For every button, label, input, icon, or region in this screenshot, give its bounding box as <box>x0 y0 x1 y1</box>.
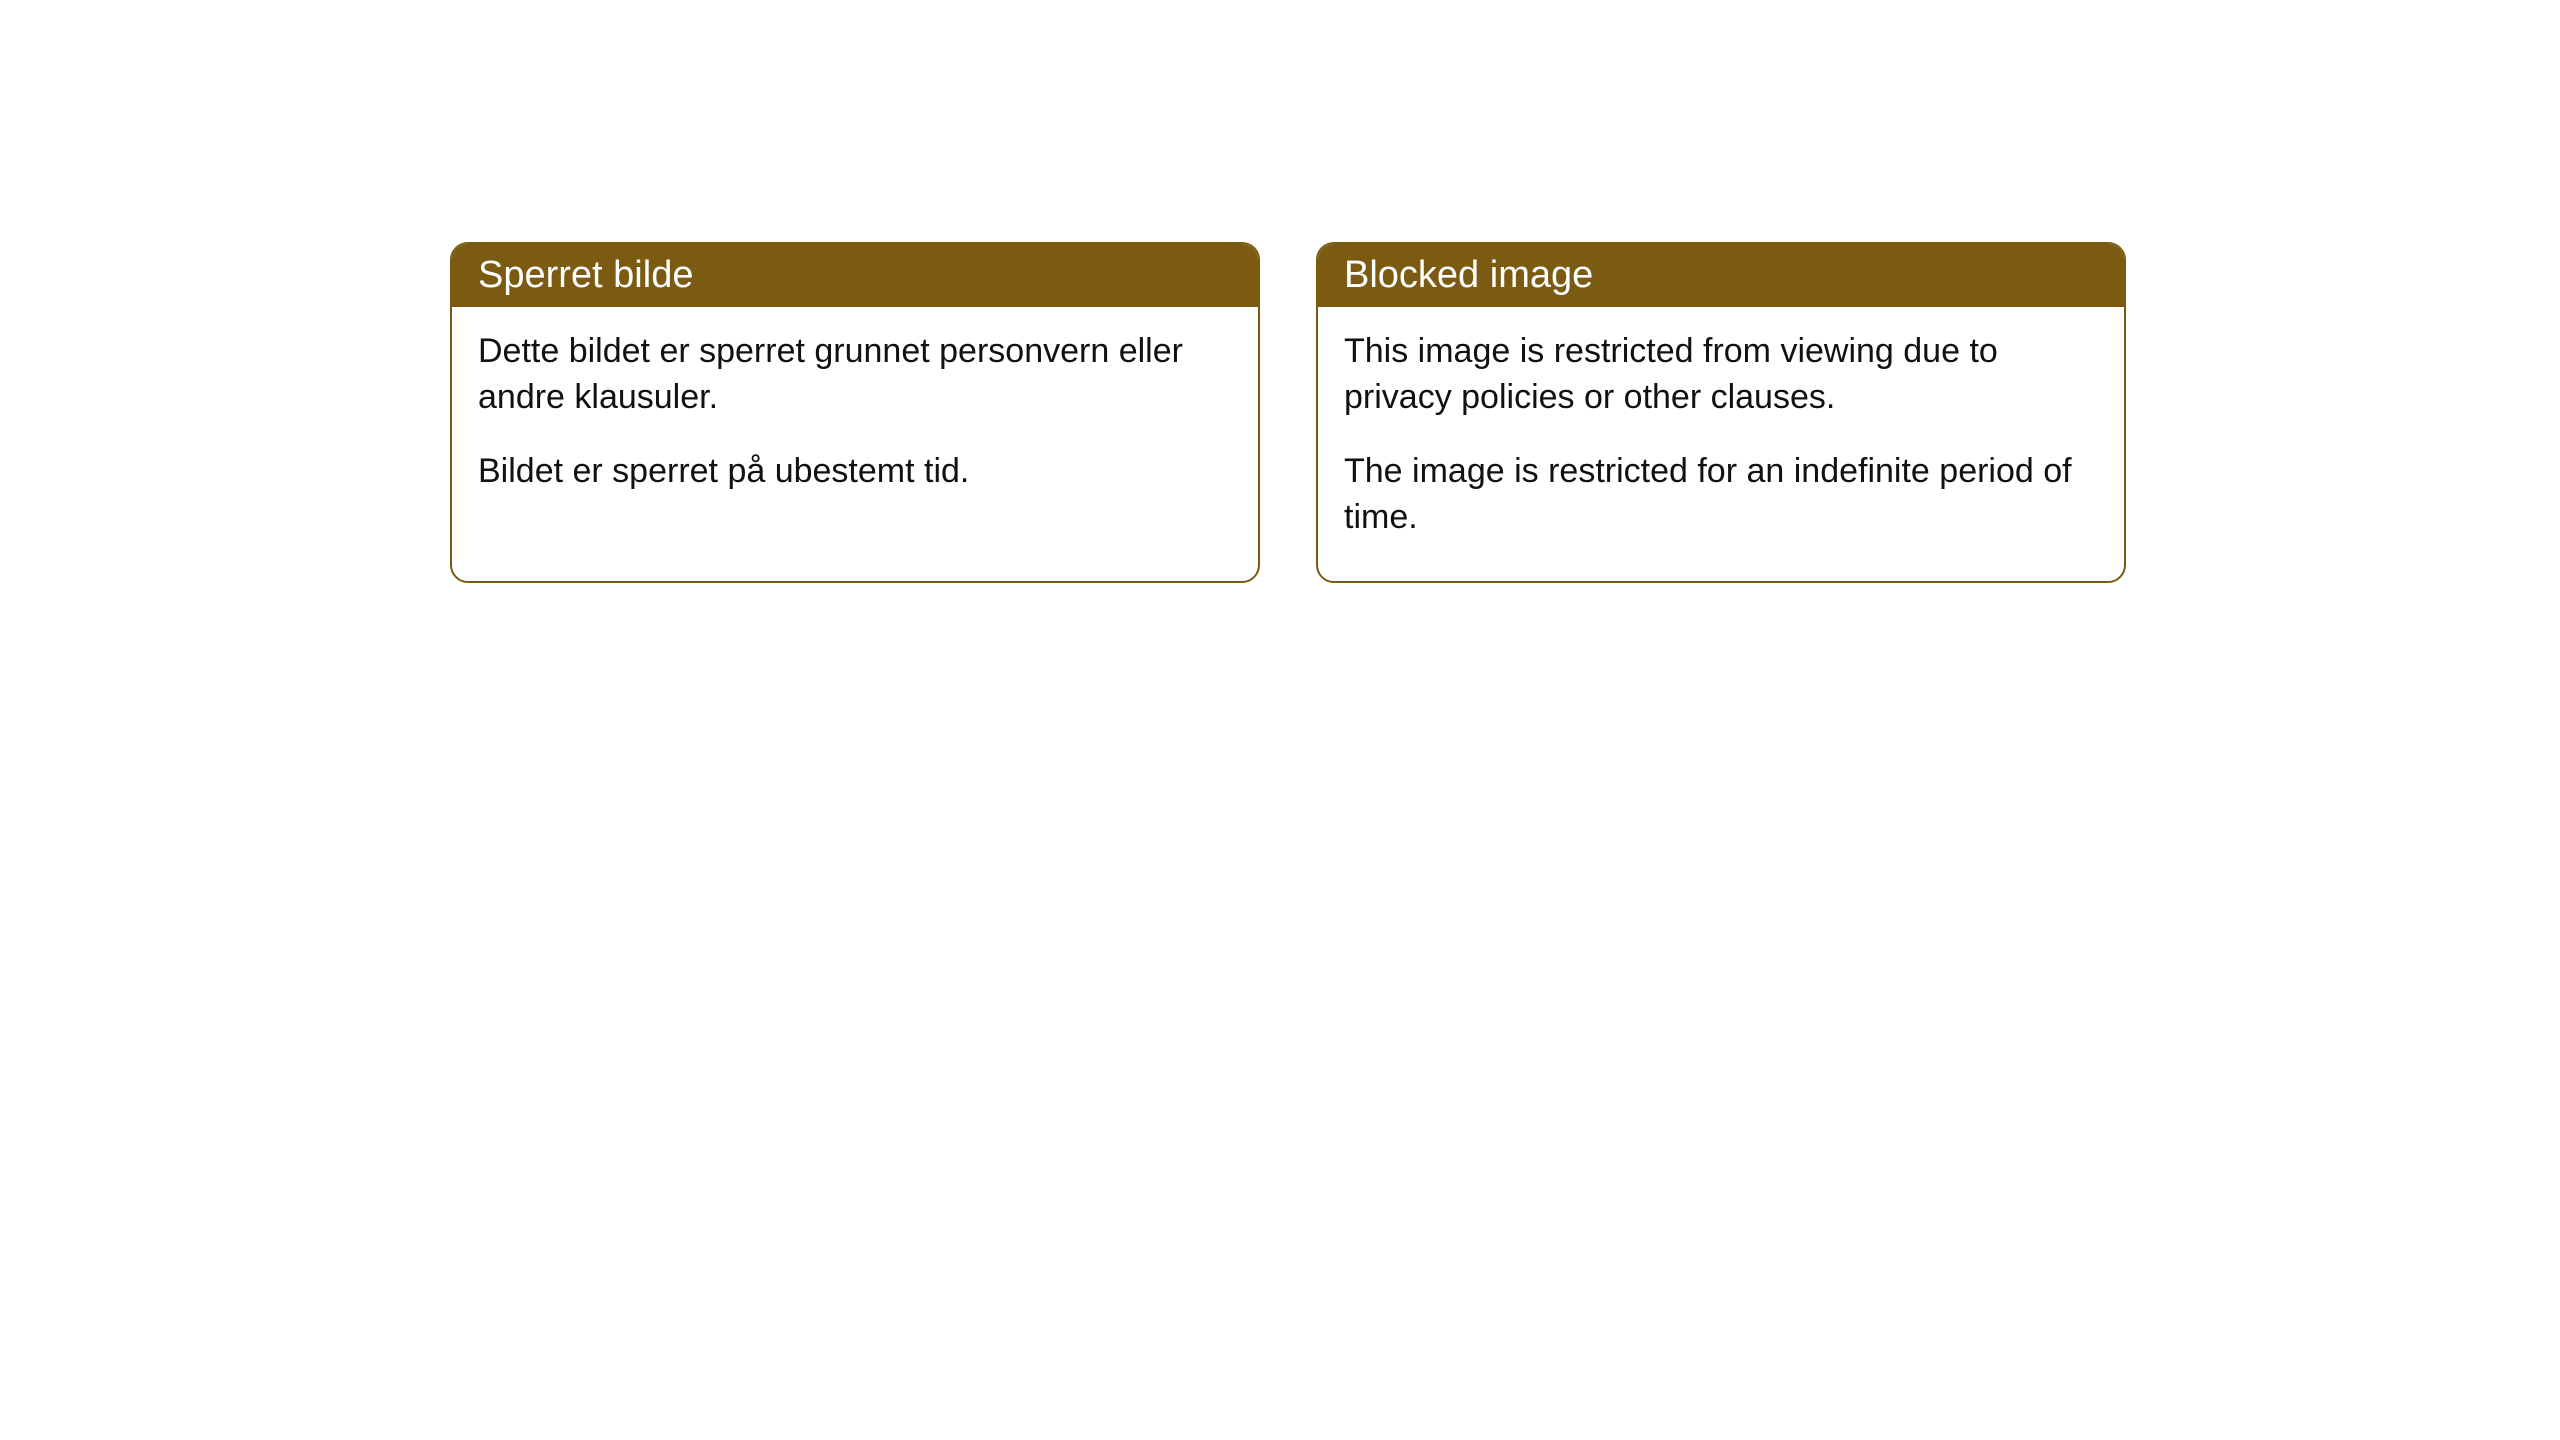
card-title: Blocked image <box>1344 254 1593 296</box>
card-paragraph: Bildet er sperret på ubestemt tid. <box>478 449 1232 495</box>
card-paragraph: The image is restricted for an indefinit… <box>1344 449 2098 541</box>
card-body: Dette bildet er sperret grunnet personve… <box>452 307 1258 535</box>
card-paragraph: This image is restricted from viewing du… <box>1344 329 2098 421</box>
card-header: Blocked image <box>1318 244 2124 307</box>
card-paragraph: Dette bildet er sperret grunnet personve… <box>478 329 1232 421</box>
card-body: This image is restricted from viewing du… <box>1318 307 2124 581</box>
card-header: Sperret bilde <box>452 244 1258 307</box>
card-title: Sperret bilde <box>478 254 693 296</box>
notice-card-english: Blocked image This image is restricted f… <box>1316 242 2126 583</box>
notice-card-norwegian: Sperret bilde Dette bildet er sperret gr… <box>450 242 1260 583</box>
notice-cards-container: Sperret bilde Dette bildet er sperret gr… <box>450 242 2126 583</box>
